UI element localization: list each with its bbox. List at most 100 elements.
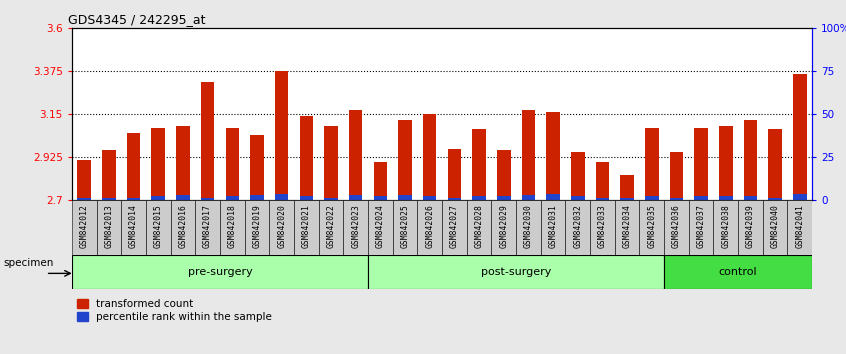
Bar: [294, 200, 319, 255]
Bar: [176, 126, 190, 200]
Bar: [319, 200, 343, 255]
Bar: [127, 198, 140, 200]
Bar: [645, 196, 658, 200]
Text: GSM842019: GSM842019: [252, 204, 261, 248]
Bar: [398, 195, 412, 200]
Text: GSM842038: GSM842038: [722, 204, 730, 248]
Bar: [127, 133, 140, 200]
Bar: [275, 71, 288, 200]
Bar: [78, 198, 91, 200]
Bar: [664, 200, 689, 255]
Bar: [324, 126, 338, 200]
Bar: [670, 198, 684, 200]
Bar: [343, 200, 368, 255]
Bar: [522, 195, 536, 200]
Text: control: control: [719, 267, 757, 277]
Bar: [226, 127, 239, 200]
Bar: [793, 194, 806, 200]
Bar: [448, 149, 461, 200]
Text: GSM842032: GSM842032: [574, 204, 582, 248]
Bar: [768, 198, 782, 200]
Legend: transformed count, percentile rank within the sample: transformed count, percentile rank withi…: [77, 299, 272, 322]
Text: GSM842033: GSM842033: [598, 204, 607, 248]
Bar: [244, 200, 269, 255]
Bar: [368, 255, 664, 289]
Bar: [324, 198, 338, 200]
Text: GSM842014: GSM842014: [129, 204, 138, 248]
Bar: [664, 255, 812, 289]
Text: GSM842031: GSM842031: [548, 204, 558, 248]
Bar: [522, 110, 536, 200]
Bar: [423, 196, 437, 200]
Bar: [497, 150, 510, 200]
Bar: [615, 200, 640, 255]
Bar: [151, 196, 165, 200]
Bar: [299, 116, 313, 200]
Text: GSM842017: GSM842017: [203, 204, 212, 248]
Bar: [547, 112, 560, 200]
Text: GSM842034: GSM842034: [623, 204, 632, 248]
Bar: [472, 196, 486, 200]
Text: GSM842040: GSM842040: [771, 204, 780, 248]
Text: GSM842035: GSM842035: [647, 204, 656, 248]
Bar: [547, 194, 560, 200]
Bar: [768, 130, 782, 200]
Bar: [744, 196, 757, 200]
Bar: [393, 200, 417, 255]
Bar: [102, 198, 116, 200]
Bar: [448, 198, 461, 200]
Bar: [571, 152, 585, 200]
Bar: [250, 195, 264, 200]
Bar: [102, 150, 116, 200]
Bar: [763, 200, 788, 255]
Text: GSM842024: GSM842024: [376, 204, 385, 248]
Bar: [497, 196, 510, 200]
Bar: [645, 127, 658, 200]
Bar: [620, 175, 634, 200]
Bar: [417, 200, 442, 255]
Text: GSM842025: GSM842025: [400, 204, 409, 248]
Bar: [492, 200, 516, 255]
Text: GSM842041: GSM842041: [795, 204, 805, 248]
Bar: [713, 200, 738, 255]
Bar: [151, 127, 165, 200]
Bar: [442, 200, 467, 255]
Bar: [571, 196, 585, 200]
Bar: [176, 195, 190, 200]
Bar: [467, 200, 492, 255]
Bar: [299, 196, 313, 200]
Text: GSM842036: GSM842036: [672, 204, 681, 248]
Bar: [423, 114, 437, 200]
Text: GSM842039: GSM842039: [746, 204, 755, 248]
Bar: [670, 152, 684, 200]
Bar: [689, 200, 713, 255]
Bar: [78, 160, 91, 200]
Bar: [738, 200, 763, 255]
Bar: [121, 200, 146, 255]
Bar: [719, 126, 733, 200]
Bar: [201, 198, 214, 200]
Text: GSM842016: GSM842016: [179, 204, 188, 248]
Text: GSM842012: GSM842012: [80, 204, 89, 248]
Bar: [220, 200, 244, 255]
Bar: [146, 200, 171, 255]
Text: GSM842026: GSM842026: [426, 204, 434, 248]
Bar: [793, 74, 806, 200]
Bar: [226, 196, 239, 200]
Text: GSM842015: GSM842015: [154, 204, 162, 248]
Bar: [596, 162, 609, 200]
Bar: [275, 194, 288, 200]
Text: GSM842030: GSM842030: [524, 204, 533, 248]
Text: GSM842013: GSM842013: [104, 204, 113, 248]
Text: GSM842018: GSM842018: [228, 204, 237, 248]
Bar: [171, 200, 195, 255]
Text: GSM842022: GSM842022: [327, 204, 336, 248]
Text: GSM842020: GSM842020: [277, 204, 286, 248]
Text: GSM842023: GSM842023: [351, 204, 360, 248]
Bar: [541, 200, 565, 255]
Bar: [788, 200, 812, 255]
Text: pre-surgery: pre-surgery: [188, 267, 252, 277]
Bar: [96, 200, 121, 255]
Bar: [565, 200, 590, 255]
Bar: [374, 162, 387, 200]
